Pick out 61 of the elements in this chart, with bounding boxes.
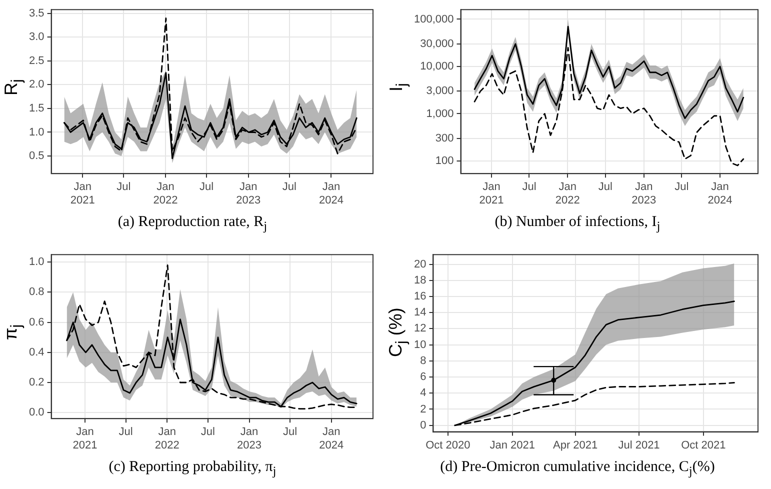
y-tick-label: 10,000 [420,60,454,73]
y-tick-label: 10 [414,338,426,351]
x-tick-label: Jul [674,181,689,194]
y-tick-label: 0.0 [28,406,44,419]
x-tick-label: Jul [598,181,612,194]
x-tick-label: Jul 2021 [618,439,660,452]
y-tick-label: 0.8 [28,286,44,298]
y-tick-label: 1.0 [28,126,44,138]
y-tick-label: 1.5 [28,102,44,115]
x-tick-label: Apr 2021 [552,439,598,452]
x-tick-label: Jan 2023 [236,181,261,206]
x-tick-label: Jan 2024 [319,426,344,452]
y-tick-label: 12 [414,322,426,335]
x-tick-label: Jul [118,426,133,438]
y-tick-label: 3,000 [426,85,454,98]
x-tick-label: Jan 2021 [479,181,504,206]
y-tick-label: 100,000 [414,13,454,26]
y-tick-label: 6 [420,371,426,384]
x-tick-label: Jan 2024 [318,181,344,206]
y-tick-label: 0 [420,419,426,432]
x-tick-label: Oct 2021 [681,439,726,452]
y-tick-label: 3.0 [28,31,44,44]
x-tick-label: Jul [282,181,296,194]
x-tick-label: Jan 2021 [70,181,95,206]
y-tick-label: 20 [414,258,426,270]
x-tick-label: Oct 2020 [426,439,470,452]
y-tick-label: 16 [414,290,426,303]
x-tick-label: Jul [200,426,215,438]
y-tick-label: 4 [420,387,426,400]
y-tick-label: 0.5 [28,150,44,162]
y-tick-label: 1.0 [28,256,44,268]
x-tick-label: Jul [522,181,536,194]
x-tick-label: Jul [282,426,298,438]
x-tick-label: Jul [116,181,131,194]
x-tick-label: Jan 2022 [154,426,180,452]
y-tick-label: 14 [414,306,426,319]
x-tick-label: Jul [200,181,214,194]
x-tick-label: Jan 2023 [237,426,262,452]
x-tick-label: Jan 2021 [72,426,98,452]
y-tick-label: 8 [420,354,426,367]
y-tick-label: 100 [435,154,454,167]
text: (b) Number of infections, I$_{j}$ [494,214,662,234]
y-tick-label: 2.5 [28,54,44,67]
y-tick-label: 3.5 [28,7,44,20]
x-tick-label: Jan 2022 [153,181,178,206]
text: (c) Reporting probability, π$_{j}$ [108,459,278,479]
x-tick-label: Jan 2023 [632,181,656,206]
y-tick-label: 0.6 [28,316,44,328]
y-tick-label: 1,000 [426,108,454,120]
y-tick-label: 30,000 [420,38,454,50]
y-tick-label: 2.0 [28,78,44,91]
text: (a) Reproduction rate, R$_{j}$ [116,214,268,234]
y-tick-label: 2 [420,403,426,416]
text: (d) Pre-Omicron cumulative incidence, C$_{j}$(%) [439,459,716,479]
y-tick-label: 18 [414,274,426,286]
y-tick-label: 300 [435,132,454,144]
y-tick-label: 0.2 [28,376,44,389]
y-tick-label: 0.4 [28,346,44,358]
x-tick-label: Jan 2021 [490,439,535,452]
x-tick-label: Jan 2024 [708,181,732,206]
x-tick-label: Jan 2022 [555,181,580,206]
